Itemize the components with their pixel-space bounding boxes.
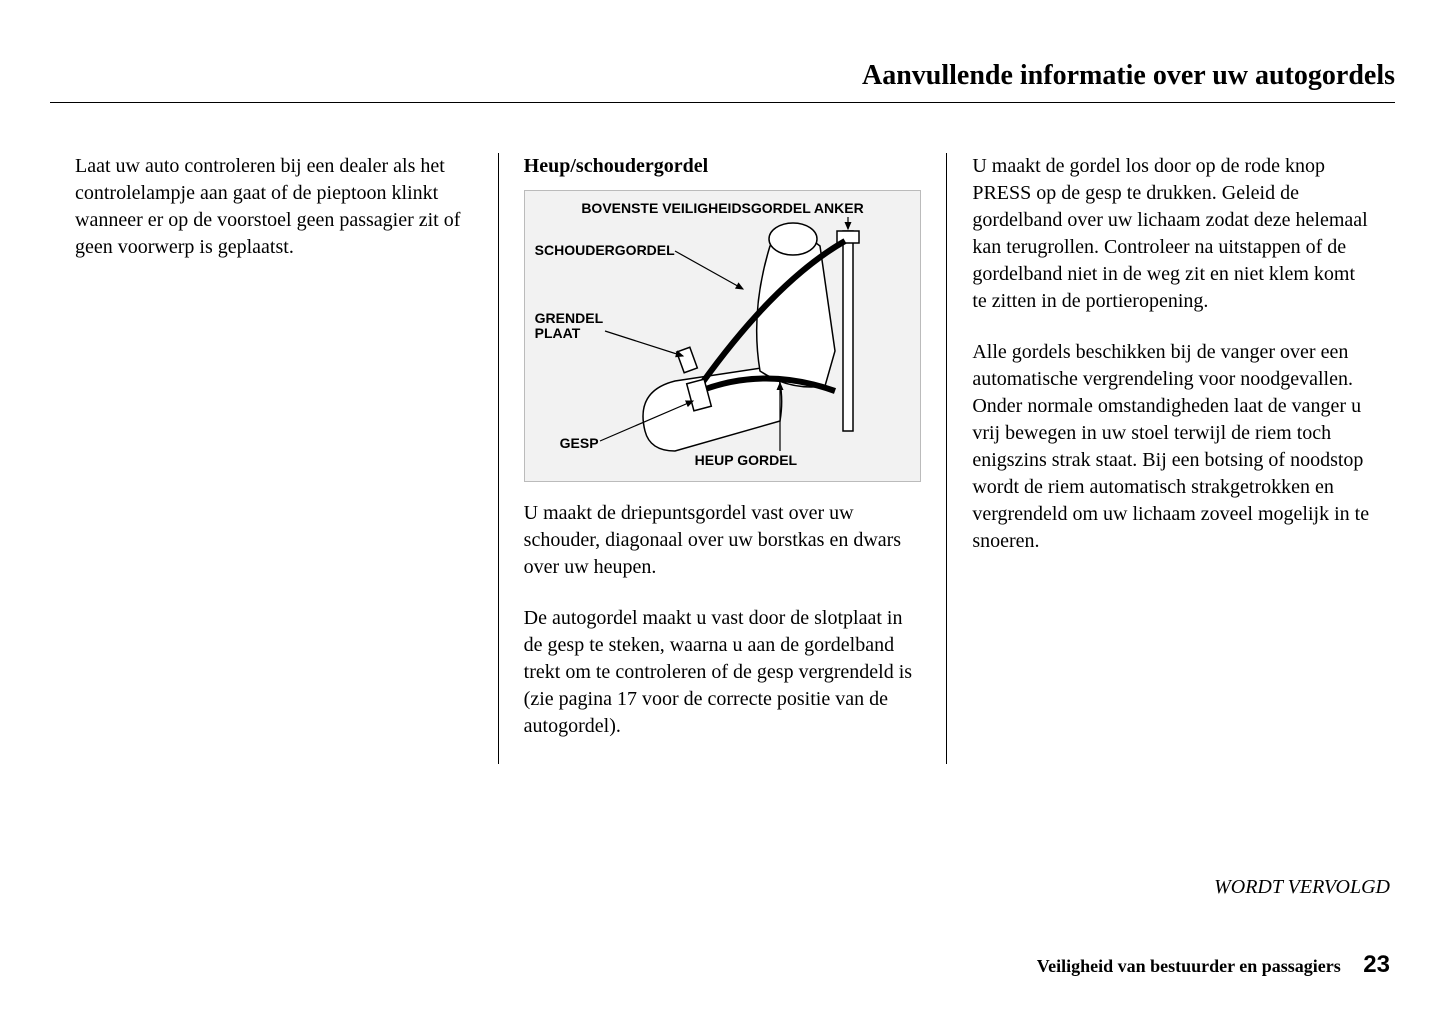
col2-subheading: Heup/schoudergordel [524, 153, 922, 180]
footer-section-title: Veiligheid van bestuurder en passagiers [1037, 956, 1341, 976]
col3-paragraph-2: Alle gordels beschikken bij de vanger ov… [972, 339, 1370, 555]
col3-paragraph-1: U maakt de gordel los door op de rode kn… [972, 153, 1370, 315]
col2-paragraph-1: U maakt de driepuntsgordel vast over uw … [524, 500, 922, 581]
seatbelt-diagram: BOVENSTE VEILIGHEIDSGORDEL ANKER SCHOUDE… [524, 190, 922, 482]
col2-paragraph-2: De autogordel maakt u vast door de slotp… [524, 605, 922, 740]
footer-page-number: 23 [1363, 951, 1390, 978]
page-footer: Veiligheid van bestuurder en passagiers … [1037, 951, 1390, 979]
column-2: Heup/schoudergordel BOVENSTE VEILIGHEIDS… [498, 153, 948, 764]
content-columns: Laat uw auto controleren bij een dealer … [50, 153, 1395, 764]
continued-label: WORDT VERVOLGD [1214, 876, 1390, 899]
col1-paragraph-1: Laat uw auto controleren bij een dealer … [75, 153, 473, 261]
seat-diagram-svg [525, 191, 925, 481]
manual-page: Aanvullende informatie over uw autogorde… [0, 0, 1445, 1019]
page-title: Aanvullende informatie over uw autogorde… [50, 60, 1395, 103]
column-3: U maakt de gordel los door op de rode kn… [947, 153, 1395, 764]
column-1: Laat uw auto controleren bij een dealer … [50, 153, 498, 764]
